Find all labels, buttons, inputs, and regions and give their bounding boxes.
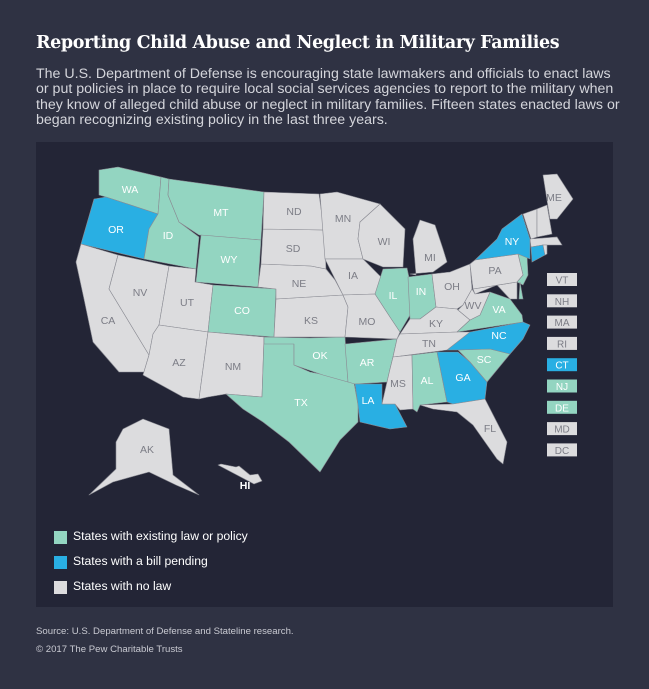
state-nc <box>446 321 531 355</box>
state-label-va: VA <box>492 304 505 316</box>
page-title: Reporting Child Abuse and Neglect in Mil… <box>36 33 560 53</box>
state-ct <box>530 244 546 263</box>
small-state-box-md <box>547 422 577 436</box>
state-label-ok: OK <box>312 350 327 362</box>
legend-swatch-pending <box>54 556 67 569</box>
state-label-ms: MS <box>390 378 406 390</box>
small-state-box-ct <box>547 358 577 372</box>
state-ny <box>474 213 531 261</box>
state-me <box>542 173 574 220</box>
state-label-wv: WV <box>465 300 482 312</box>
state-label-nv: NV <box>133 287 148 299</box>
state-tx <box>225 338 359 473</box>
legend-swatch-existing <box>54 531 67 544</box>
state-label-co: CO <box>234 305 250 317</box>
state-label-il: IL <box>389 290 398 302</box>
state-label-sc: SC <box>477 354 492 366</box>
state-label-sd: SD <box>286 243 301 255</box>
state-label-wy: WY <box>221 254 238 266</box>
state-label-ca: CA <box>101 315 116 327</box>
state-label-mi: MI <box>424 252 436 264</box>
state-label-ga: GA <box>455 372 470 384</box>
state-label-az: AZ <box>172 357 186 369</box>
state-de <box>518 281 524 300</box>
state-hi <box>217 463 263 485</box>
state-wi <box>357 203 406 268</box>
state-label-mn: MN <box>335 213 351 225</box>
small-state-label-de: DE <box>555 403 569 414</box>
state-label-in: IN <box>416 286 427 298</box>
state-la <box>354 383 408 430</box>
state-label-ak: AK <box>140 444 154 456</box>
state-il <box>374 267 411 333</box>
state-label-tx: TX <box>294 397 307 409</box>
intro-text: The U.S. Department of Defense is encour… <box>36 66 620 128</box>
state-label-or: OR <box>108 224 124 236</box>
small-state-label-md: MD <box>554 425 570 436</box>
small-state-label-ma: MA <box>555 318 570 329</box>
small-state-label-ri: RI <box>557 339 567 350</box>
state-wv <box>457 288 491 321</box>
state-label-nc: NC <box>491 330 507 342</box>
state-label-fl: FL <box>484 423 496 435</box>
state-label-oh: OH <box>444 281 460 293</box>
state-label-mo: MO <box>359 316 376 328</box>
state-label-ny: NY <box>505 236 520 248</box>
small-state-box-dc <box>547 443 577 457</box>
legend-label: States with existing law or policy <box>73 529 248 543</box>
state-label-wi: WI <box>378 236 391 248</box>
state-ga <box>436 351 488 405</box>
state-label-nd: ND <box>286 206 302 218</box>
small-state-label-ct: CT <box>555 361 568 372</box>
state-label-hi: HI <box>240 480 251 492</box>
small-state-label-vt: VT <box>556 276 569 287</box>
state-fl <box>419 398 508 465</box>
state-label-pa: PA <box>488 265 501 277</box>
state-mi <box>409 219 448 276</box>
legend-label: States with no law <box>73 579 172 593</box>
small-state-box-ri <box>547 336 577 350</box>
small-state-box-de <box>547 400 577 414</box>
copyright: © 2017 The Pew Charitable Trusts <box>36 644 183 655</box>
small-state-box-vt <box>547 273 577 286</box>
state-label-la: LA <box>362 395 375 407</box>
state-label-wa: WA <box>122 184 139 196</box>
state-label-ut: UT <box>180 297 195 309</box>
state-label-ar: AR <box>360 357 375 369</box>
state-ma <box>529 236 563 248</box>
state-ri <box>542 244 548 256</box>
small-state-box-nj <box>547 379 577 393</box>
state-label-mt: MT <box>213 207 229 219</box>
small-state-label-dc: DC <box>555 446 569 457</box>
state-ok <box>263 336 349 383</box>
state-label-ky: KY <box>429 318 443 330</box>
state-nh <box>536 204 553 238</box>
state-label-me: ME <box>546 192 562 204</box>
state-label-ia: IA <box>348 270 358 282</box>
small-state-label-nj: NJ <box>556 382 568 393</box>
small-state-label-nh: NH <box>555 297 569 308</box>
small-state-box-ma <box>547 315 577 329</box>
state-label-al: AL <box>421 375 434 387</box>
source-note: Source: U.S. Department of Defense and S… <box>36 626 294 637</box>
state-label-ks: KS <box>304 315 318 327</box>
small-state-box-nh <box>547 294 577 308</box>
state-label-id: ID <box>163 230 174 242</box>
state-label-ne: NE <box>292 278 307 290</box>
state-label-tn: TN <box>422 338 436 350</box>
state-ak <box>88 418 200 496</box>
state-label-nm: NM <box>225 361 241 373</box>
legend-label: States with a bill pending <box>73 554 208 568</box>
legend-swatch-none <box>54 581 67 594</box>
